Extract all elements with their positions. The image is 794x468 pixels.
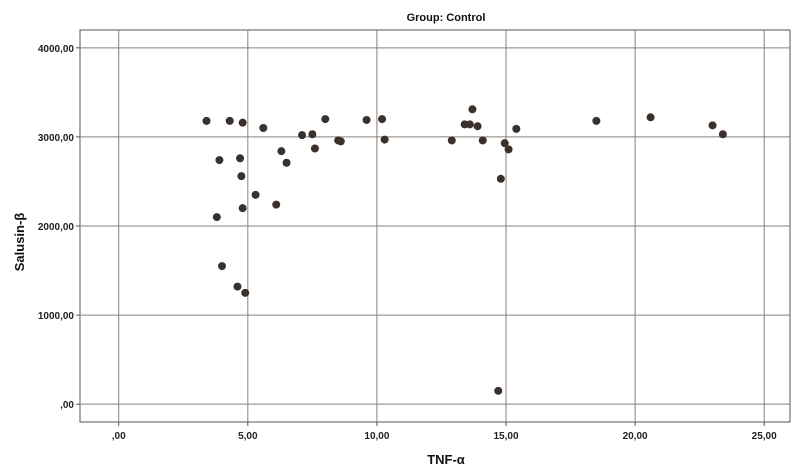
data-point (237, 172, 246, 181)
data-point (500, 139, 509, 148)
data-point (308, 130, 317, 139)
data-point (277, 147, 286, 156)
data-point (225, 116, 234, 125)
y-axis-title: Salusin-β (12, 213, 27, 272)
data-point (310, 144, 319, 153)
y-tick-label: 1000,00 (38, 311, 75, 322)
data-point (512, 124, 521, 133)
data-point (447, 136, 456, 145)
data-point (708, 121, 717, 130)
data-point (238, 118, 247, 127)
y-tick-label: 3000,00 (38, 133, 75, 144)
data-point (298, 131, 307, 140)
data-point (215, 156, 224, 165)
data-point (362, 115, 371, 124)
data-point (478, 136, 487, 145)
data-point (321, 115, 330, 124)
data-point (496, 174, 505, 183)
x-tick-label: 20,00 (623, 431, 648, 442)
data-point (465, 120, 474, 129)
data-point (380, 135, 389, 144)
data-point (218, 262, 226, 271)
data-point (646, 113, 655, 122)
data-point (238, 204, 247, 213)
x-axis-title: TNF-α (427, 452, 465, 467)
plot-area: ,00 5,00 10,00 15,00 20,00 25,00 ,00 1000,00 200… (38, 29, 791, 442)
data-point (251, 190, 260, 199)
data-point (494, 386, 503, 395)
data-point (592, 116, 601, 125)
data-point (241, 288, 250, 297)
data-point (202, 116, 211, 125)
x-tick-label: 25,00 (752, 431, 777, 442)
data-point (473, 122, 482, 131)
chart-title: Group: Control (407, 12, 486, 24)
data-point (378, 115, 387, 124)
y-tick-label: 2000,00 (38, 222, 75, 233)
y-tick-label: 4000,00 (38, 44, 75, 55)
data-point (468, 105, 477, 114)
data-point (718, 130, 727, 139)
data-point (233, 282, 242, 291)
x-tick-label: 5,00 (238, 431, 258, 442)
data-point (212, 213, 221, 222)
data-point (282, 158, 291, 167)
x-tick-label: 15,00 (493, 431, 518, 442)
y-tick-label: ,00 (60, 400, 74, 411)
data-point (272, 200, 281, 209)
data-point (259, 124, 268, 132)
data-point (504, 145, 513, 154)
x-tick-label: 10,00 (364, 431, 389, 442)
x-tick-label: ,00 (112, 431, 126, 442)
data-point (336, 137, 345, 146)
data-point (236, 154, 245, 163)
